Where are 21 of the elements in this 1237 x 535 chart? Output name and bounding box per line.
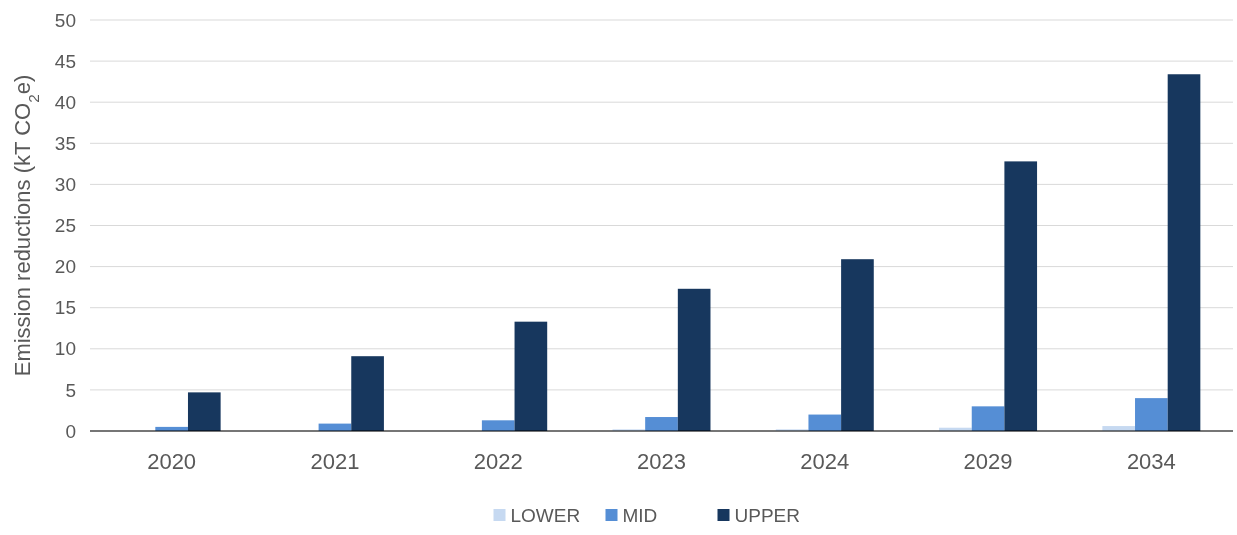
legend-label: MID <box>622 504 658 526</box>
x-tick-label: 2023 <box>637 449 686 474</box>
y-tick-label: 0 <box>65 420 76 442</box>
legend-label: LOWER <box>510 504 581 526</box>
y-tick-label: 15 <box>54 297 76 319</box>
y-tick-label: 5 <box>65 379 76 401</box>
x-tick-label: 2024 <box>800 449 850 474</box>
x-tick-label: 2029 <box>963 449 1013 474</box>
legend-label: UPPER <box>734 504 800 526</box>
y-tick-label: 20 <box>54 256 76 278</box>
y-tick-label: 10 <box>54 338 76 360</box>
y-tick-label: 45 <box>54 50 76 72</box>
y-tick-label: 50 <box>54 9 76 31</box>
y-tick-label: 25 <box>54 215 76 237</box>
x-tick-label: 2034 <box>1126 449 1176 474</box>
y-tick-label: 35 <box>54 132 76 154</box>
x-tick-label: 2020 <box>147 449 197 474</box>
y-tick-label: 40 <box>54 91 76 113</box>
x-tick-label: 2021 <box>310 449 360 474</box>
y-tick-label: 30 <box>54 174 76 196</box>
x-tick-label: 2022 <box>473 449 523 474</box>
